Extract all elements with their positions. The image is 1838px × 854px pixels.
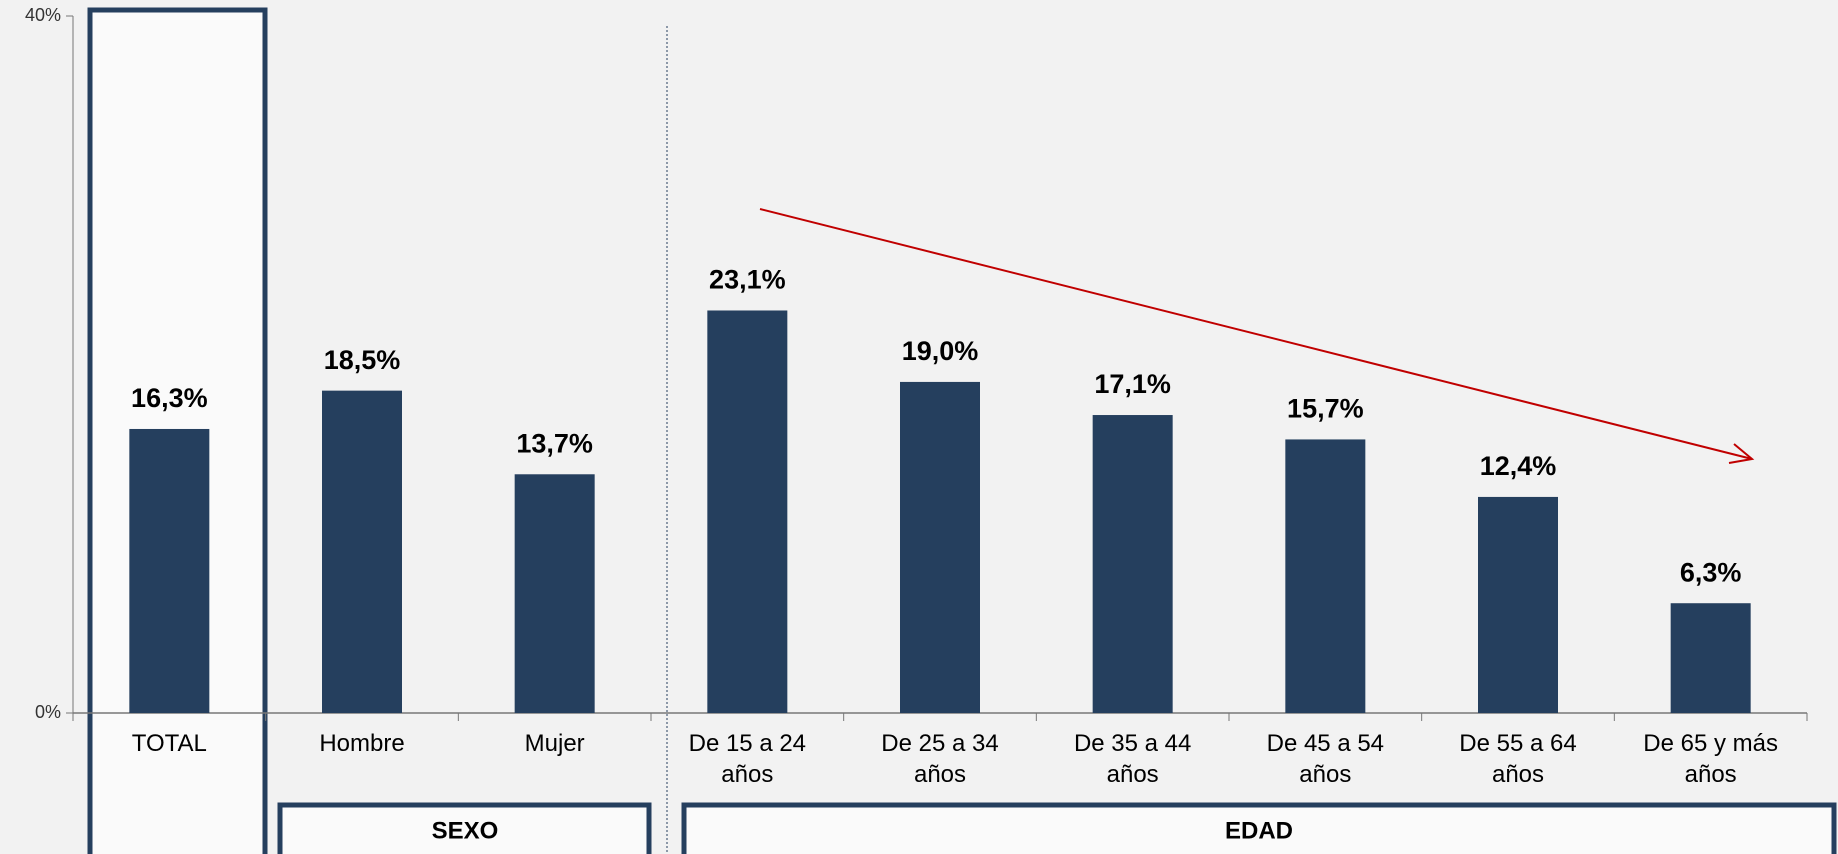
data-label: 17,1%	[1094, 369, 1171, 399]
sexo-box	[277, 802, 652, 854]
bar	[514, 474, 595, 713]
x-tick-label: De 45 a 54 años	[1266, 730, 1385, 788]
x-tick-label: TOTAL	[131, 730, 207, 757]
bar	[1092, 415, 1173, 713]
data-label: 12,4%	[1480, 451, 1557, 481]
x-tick-label: De 55 a 64 años	[1459, 730, 1577, 788]
data-label: 16,3%	[131, 383, 208, 413]
data-label: 19,0%	[902, 336, 979, 366]
data-label: 18,5%	[324, 345, 401, 375]
bar	[900, 381, 980, 713]
bar	[1285, 439, 1366, 713]
group-label: SEXO	[432, 817, 499, 844]
y-tick-label: 40%	[25, 5, 61, 25]
bar	[1670, 603, 1751, 713]
arrow-head	[1728, 443, 1755, 464]
trend-arrow	[759, 208, 1753, 460]
x-tick-label: De 15 a 24 años	[688, 730, 807, 788]
x-tick-label: De 65 y más años	[1643, 730, 1779, 788]
data-label: 15,7%	[1287, 394, 1364, 424]
y-tick-label: 0%	[35, 702, 61, 722]
data-label: 6,3%	[1680, 557, 1742, 587]
x-tick-label: Mujer	[524, 730, 585, 757]
x-tick-label: De 35 a 44 años	[1073, 730, 1192, 788]
group-label: EDAD	[1225, 817, 1293, 844]
bar	[707, 310, 788, 713]
x-tick-label: Hombre	[319, 730, 405, 757]
bar	[322, 390, 402, 713]
data-label: 13,7%	[516, 428, 593, 458]
edad-box	[681, 802, 1837, 854]
data-label: 23,1%	[709, 265, 786, 295]
bar	[1478, 496, 1558, 713]
x-tick-label: De 25 a 34 años	[881, 730, 999, 788]
bar	[129, 428, 210, 713]
